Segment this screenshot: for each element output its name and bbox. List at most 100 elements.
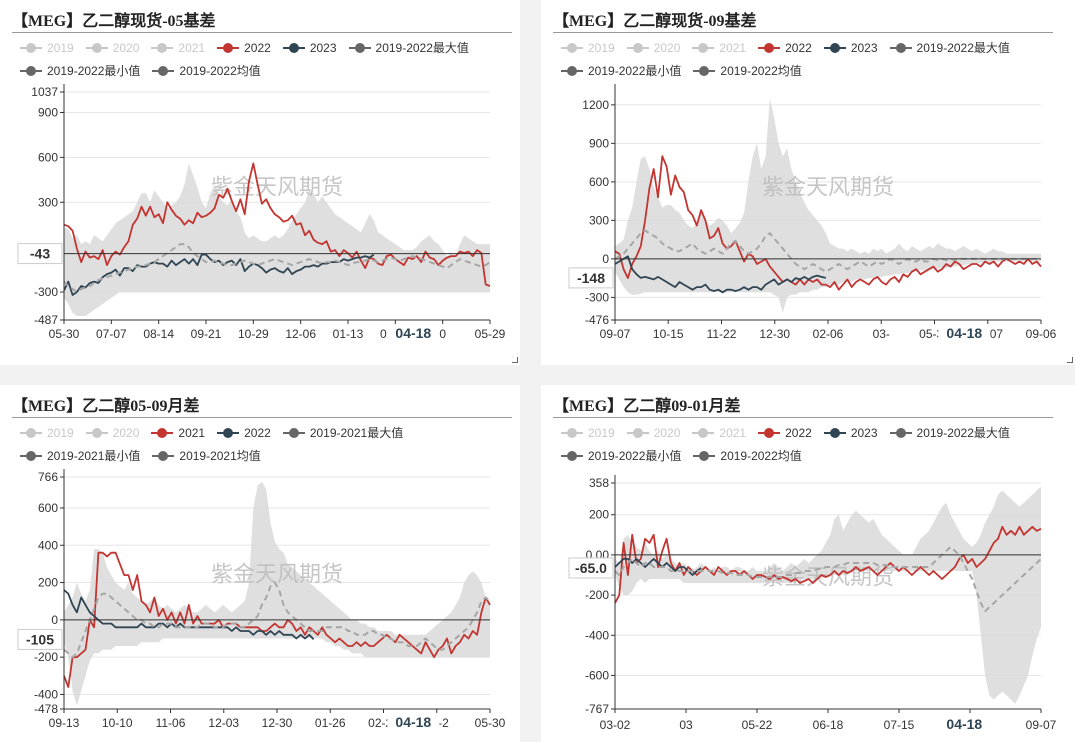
current-y-label: -105 <box>26 631 54 647</box>
x-tick-label: 09-06 <box>1026 327 1057 341</box>
legend-item[interactable]: 2019 <box>561 422 615 444</box>
x-tick-label: 12-03 <box>208 716 239 730</box>
legend-item[interactable]: 2019 <box>20 37 74 59</box>
legend-label: 2021 <box>178 426 206 440</box>
legend-marker-icon <box>758 428 781 438</box>
y-tick-label: 0 <box>51 613 58 627</box>
legend-item[interactable]: 2019-2022最小值 <box>561 445 681 467</box>
watermark: 紫金天风期货 <box>211 175 343 200</box>
legend-label: 2019-2021均值 <box>179 449 261 463</box>
y-tick-label: 0 <box>602 252 609 266</box>
current-y-bg <box>17 628 63 650</box>
y-tick-label: -478 <box>34 702 58 716</box>
legend-marker-icon <box>348 43 371 53</box>
y-tick-label: -487 <box>34 313 58 327</box>
legend-item[interactable]: 2022 <box>217 37 271 59</box>
legend-item[interactable]: 2019-2021最小值 <box>20 445 140 467</box>
legend-marker-icon <box>217 43 240 53</box>
legend-marker-icon <box>561 428 583 438</box>
y-tick-label: 1200 <box>582 98 609 112</box>
y-tick-label: -400 <box>585 628 609 642</box>
legend-item[interactable]: 2021 <box>151 422 205 444</box>
series-line-2022 <box>614 155 1042 291</box>
legend-item[interactable]: 2020 <box>85 422 139 444</box>
title-divider <box>553 32 1053 33</box>
legend-label: 2019 <box>588 41 615 55</box>
legend-item[interactable]: 2019-2021均值 <box>152 445 261 467</box>
chart-title: 【MEG】乙二醇现货-09基差 <box>553 13 757 30</box>
legend-item[interactable]: 2022 <box>758 37 812 59</box>
legend-item[interactable]: 2021 <box>692 422 746 444</box>
legend-item[interactable]: 2020 <box>85 37 139 59</box>
legend-marker-icon <box>85 428 108 438</box>
x-tick-label: 09-07 <box>1026 718 1057 732</box>
legend-label: 2021 <box>719 41 747 55</box>
x-tick-label: 12-30 <box>262 716 293 730</box>
legend-item[interactable]: 2020 <box>626 37 681 59</box>
legend-label: 2019-2022最大值 <box>916 41 1010 55</box>
legend-item[interactable]: 2019-2022最大值 <box>348 37 469 59</box>
legend-item[interactable]: 2021 <box>151 37 205 59</box>
legend-item[interactable]: 2022 <box>758 422 812 444</box>
x-tick-label: 07-07 <box>96 327 127 341</box>
chart-title: 【MEG】乙二醇05-09月差 <box>12 398 200 415</box>
chart-title: 【MEG】乙二醇现货-05基差 <box>12 13 216 30</box>
current-y-label: -65.0 <box>575 560 607 576</box>
legend-item[interactable]: 2022 <box>217 422 271 444</box>
y-tick-label: 600 <box>38 501 58 515</box>
legend-label: 2020 <box>653 41 681 55</box>
legend-label: 2019-2022最小值 <box>588 64 682 78</box>
legend-item[interactable]: 2020 <box>626 422 680 444</box>
chart-legend: 2019 2020 2021 2022 2023 2019-2022最大值 2019-202… <box>561 37 1041 83</box>
legend-item[interactable]: 2023 <box>282 37 337 59</box>
series-line-mean <box>63 243 491 293</box>
panel-spot-05-basis: 【MEG】乙二醇现货-05基差 2019 2020 2021 2022 2023 2019… <box>0 0 520 365</box>
x-tick-label: 09-21 <box>191 327 222 341</box>
series-line-mean <box>614 229 1041 273</box>
x-tick-label: 09-13 <box>49 716 80 730</box>
current-x-bg <box>938 324 991 342</box>
legend-item[interactable]: 2019 <box>20 422 74 444</box>
legend-marker-icon <box>693 451 716 461</box>
x-tick-label: 02-06 <box>813 327 844 341</box>
legend-item[interactable]: 2019-2022均值 <box>693 445 802 467</box>
legend-item[interactable]: 2019-2022最小值 <box>561 60 681 82</box>
series-line-2022 <box>614 525 1042 604</box>
legend-item[interactable]: 2019-2022最小值 <box>20 60 140 82</box>
legend-item[interactable]: 2019-2021最大值 <box>282 422 403 444</box>
title-divider <box>553 417 1053 418</box>
watermark: 紫金天风期货 <box>211 561 343 586</box>
x-tick-label: 08-14 <box>143 327 174 341</box>
legend-label: 2022 <box>785 426 812 440</box>
resize-handle-icon[interactable] <box>512 357 518 363</box>
legend-label: 2019 <box>588 426 615 440</box>
x-tick-label: 11-06 <box>156 716 186 730</box>
x-tick-label: 03-02 <box>600 718 631 732</box>
legend-marker-icon <box>626 43 649 53</box>
legend-item[interactable]: 2019-2022均值 <box>693 60 802 82</box>
x-tick-label: 05-29 <box>475 327 506 341</box>
panel-spot-09-basis: 【MEG】乙二醇现货-09基差 2019 2020 2021 2022 2023 2019… <box>541 0 1075 365</box>
legend-item[interactable]: 2019-2022均值 <box>152 60 261 82</box>
series-line-2021 <box>63 551 491 688</box>
x-tick-label: 05-30 <box>475 716 506 730</box>
legend-item[interactable]: 2019 <box>561 37 615 59</box>
legend-marker-icon <box>626 428 649 438</box>
legend-marker-icon <box>889 43 912 53</box>
legend-item[interactable]: 2023 <box>823 37 878 59</box>
x-tick-label: 12-06 <box>285 327 316 341</box>
legend-label: 2019 <box>47 41 74 55</box>
y-tick-label: 900 <box>589 136 609 150</box>
legend-label: 2019-2022最大值 <box>375 41 469 55</box>
legend-marker-icon <box>152 451 175 461</box>
current-y-bg <box>17 243 63 265</box>
legend-item[interactable]: 2019-2022最大值 <box>889 37 1010 59</box>
current-y-bg <box>568 267 614 289</box>
legend-item[interactable]: 2021 <box>692 37 746 59</box>
legend-marker-icon <box>561 66 583 76</box>
legend-marker-icon <box>282 428 305 438</box>
legend-item[interactable]: 2023 <box>823 422 878 444</box>
resize-handle-icon[interactable] <box>1067 357 1073 363</box>
legend-item[interactable]: 2019-2022最大值 <box>889 422 1010 444</box>
y-tick-label: 900 <box>38 105 58 119</box>
